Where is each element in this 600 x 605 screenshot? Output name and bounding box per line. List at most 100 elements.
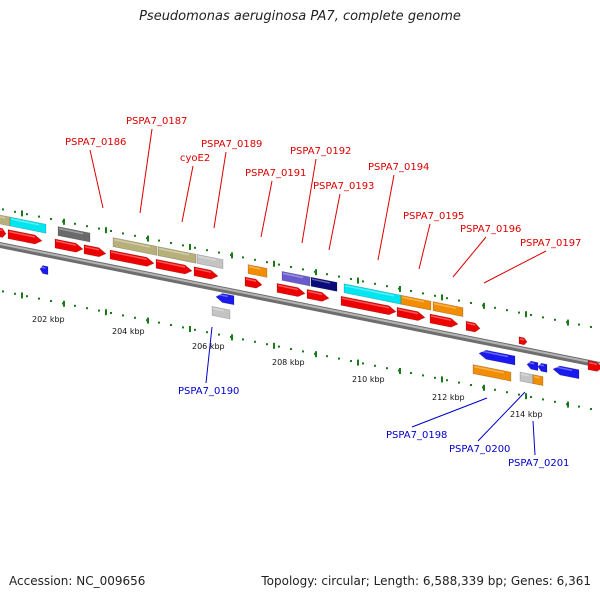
inner-tick-dot [14, 292, 16, 295]
forward-gene-arrow-edge-shine [588, 361, 598, 366]
outer-tick-dot [278, 263, 280, 266]
forward-gene-arrow [54, 238, 84, 253]
outer-tick-dot [554, 318, 556, 321]
inner-tick-dot [362, 362, 364, 365]
outer-tick-dot [206, 249, 208, 252]
outer-tick-dot [74, 222, 76, 225]
gene-purple-1-shine [282, 272, 304, 279]
scale-label: 210 kbp [352, 375, 385, 384]
inner-tick-dot [98, 309, 100, 312]
outer-tick-dot [182, 244, 184, 247]
forward-gene-arrow [83, 244, 107, 258]
inner-tick-dot [422, 374, 424, 377]
inner-tick-dot [518, 393, 520, 396]
forward-gene-arrow [7, 229, 43, 245]
gene-darkgray-1-shine [58, 227, 84, 235]
reverse-gene-4-shine [527, 361, 535, 365]
reverse-gene-label: PSPA7_0198 [386, 430, 447, 441]
outer-tick-dot [338, 275, 340, 278]
tick-marks-layer [21, 210, 569, 408]
reverse-label-leader [205, 326, 213, 384]
forward-gene-arrow-shine [55, 240, 77, 246]
reverse-gene-orange-2 [532, 374, 544, 386]
forward-gene-arrow-shine [8, 230, 36, 238]
outer-tick-dot [98, 227, 100, 230]
reverse-label-leader [532, 420, 536, 456]
gene-olive-left-shine [0, 216, 6, 219]
forward-gene-label: PSPA7_0186 [65, 137, 126, 148]
inner-tick-dot [554, 400, 556, 403]
outer-tick-dot [362, 280, 364, 283]
outer-tick-dot [2, 208, 4, 211]
outer-tick-dot [26, 213, 28, 216]
backbone-layer [0, 241, 600, 369]
inner-tick-dot [338, 357, 340, 360]
reverse-gene-orange-1 [472, 364, 512, 382]
forward-gene-arrow-shine [0, 229, 3, 232]
inner-tick-dot [2, 290, 4, 293]
forward-gene-arrow [396, 307, 426, 321]
forward-label-leader [181, 165, 194, 223]
outer-tick-dot [578, 323, 580, 326]
forward-label-leader [452, 236, 487, 278]
gene-cyan-2-shine [344, 285, 395, 297]
inner-tick-dot [278, 345, 280, 348]
inner-tick-dot [374, 364, 376, 367]
label-leaders-layer [89, 128, 547, 456]
outer-tick-dot [38, 215, 40, 218]
reverse-gene-5-shine [538, 363, 545, 367]
accession-text: Accession: NC_009656 [9, 574, 146, 588]
gene-olive-2 [157, 246, 197, 264]
outer-tick-dot [50, 218, 52, 220]
reverse-gene-gray-2-shine [520, 373, 529, 377]
outer-tick-dot [410, 290, 412, 292]
outer-tick-dot [14, 210, 16, 213]
forward-gene-arrow [155, 258, 193, 275]
outer-tick-dot [158, 239, 160, 242]
inner-tick-dot [506, 391, 508, 394]
forward-gene-arrow [109, 249, 155, 267]
reverse-gene-3-shine [479, 350, 509, 358]
inner-tick-dot [38, 297, 40, 300]
forward-label-leader [483, 250, 547, 284]
forward-gene-arrow-shine [307, 290, 323, 296]
outer-tick-dot [530, 314, 532, 316]
forward-label-leader [301, 158, 317, 244]
forward-label-leader [139, 128, 153, 214]
inner-tick-dot [170, 324, 172, 326]
forward-gene-arrow-small [518, 336, 528, 346]
reverse-gene-gray-1-shine [212, 307, 224, 312]
reverse-gene-6 [552, 365, 580, 380]
forward-gene-label: PSPA7_0197 [520, 238, 581, 249]
forward-gene-arrow [306, 289, 330, 302]
gene-orange-3-shine [433, 302, 457, 309]
forward-label-leader [213, 151, 227, 229]
forward-gene-arrow-shine [397, 308, 419, 315]
outer-tick-dot [506, 309, 508, 312]
forward-label-leader [377, 174, 395, 261]
inner-tick-dot [86, 307, 88, 310]
forward-gene-label: PSPA7_0191 [245, 168, 306, 179]
forward-gene-arrow-shine [84, 246, 100, 251]
genes-layer [0, 214, 600, 386]
inner-tick-dot [458, 381, 460, 384]
scale-labels-layer: 202 kbp 204 kbp 206 kbp 208 kbp 210 kbp 212 k… [32, 315, 543, 419]
inner-tick-dot [434, 376, 436, 379]
outer-tick-dot [542, 316, 544, 319]
outer-tick-dot [326, 273, 328, 276]
forward-gene-label: PSPA7_0189 [201, 139, 262, 150]
outer-tick-dot [86, 225, 88, 228]
inner-tick-dot [290, 348, 292, 350]
forward-gene-label: PSPA7_0193 [313, 181, 374, 192]
gene-orange-1 [247, 264, 268, 278]
reverse-label-leader [411, 397, 488, 428]
outer-tick-dot [590, 326, 592, 328]
outer-tick-dot [350, 278, 352, 280]
gene-gray-1-shine [197, 255, 217, 261]
outer-tick-dot [242, 256, 244, 259]
map-title: Pseudomonas aeruginosa PA7, complete gen… [139, 9, 461, 24]
reverse-gene-label: PSPA7_0200 [449, 444, 510, 455]
scale-label: 204 kbp [112, 327, 145, 336]
